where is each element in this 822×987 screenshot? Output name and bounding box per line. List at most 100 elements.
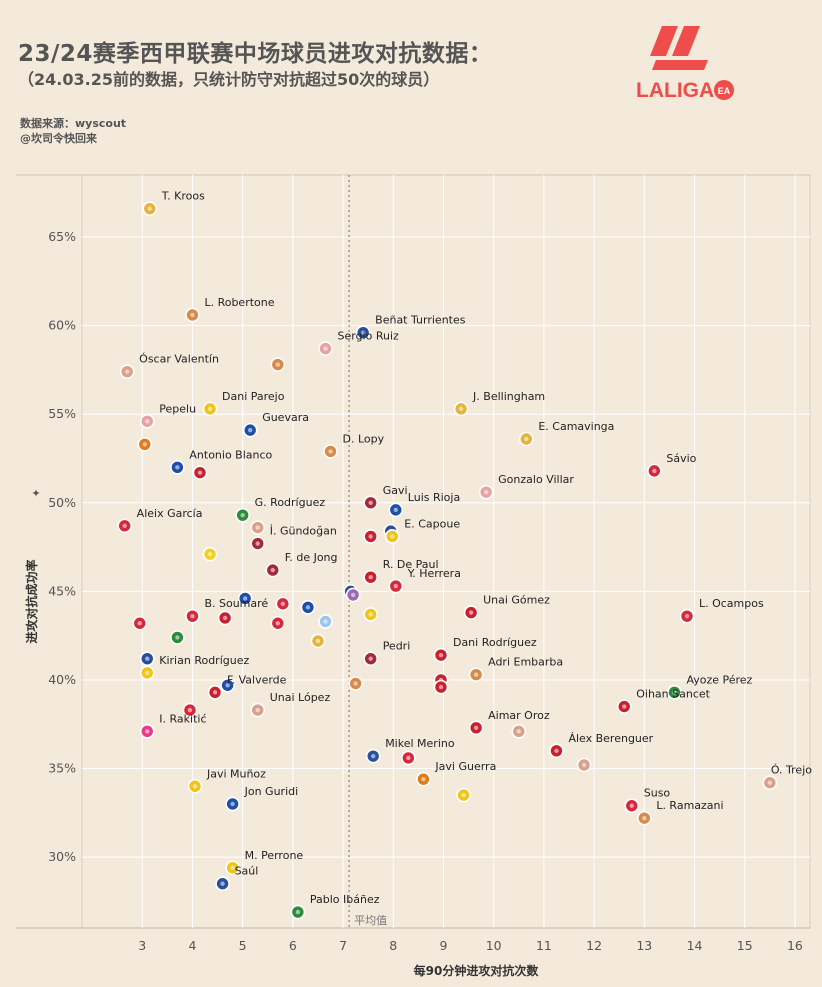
x-tick-label: 15 [737, 938, 753, 953]
average-line-group: 平均值 [348, 175, 387, 928]
data-point-crest [122, 523, 127, 529]
data-point-crest [222, 615, 228, 621]
ea-badge-text: EA [718, 86, 731, 96]
point-label: Saúl [235, 865, 259, 878]
point-label: M. Perrone [245, 849, 304, 862]
data-point-crest [438, 652, 444, 658]
data-point-crest [368, 656, 373, 661]
point-label: Pablo Ibáñez [310, 893, 380, 906]
data-point-crest [684, 613, 690, 619]
point-label: Óscar Valentín [139, 353, 219, 366]
data-point-crest [230, 865, 235, 870]
point-label: Luis Rioja [408, 491, 460, 504]
point-label: Adri Embarba [488, 656, 563, 669]
source-block: 数据来源：wyscout @坎司令快回来 [20, 116, 126, 146]
point-label: F. de Jong [285, 551, 338, 564]
point-label: Ayoze Pérez [686, 673, 752, 686]
data-point-crest [192, 784, 198, 789]
data-points [117, 201, 778, 920]
data-point-crest [305, 605, 311, 610]
x-tick-label: 10 [486, 938, 502, 953]
laliga-mark-icon [650, 26, 708, 70]
data-point-crest [207, 406, 213, 412]
data-point-crest [145, 656, 150, 661]
data-point-crest [275, 621, 281, 626]
data-point-crest [468, 610, 474, 615]
point-label: Unai López [270, 691, 331, 704]
y-tick-label: 55% [48, 406, 76, 421]
data-point-crest [190, 613, 195, 619]
point-label: L. Robertone [204, 296, 274, 309]
data-point-crest [270, 567, 275, 573]
data-point-crest [483, 489, 489, 495]
author-handle: @坎司令快回来 [20, 132, 97, 145]
data-point-crest [353, 681, 358, 686]
point-label: Mikel Merino [385, 737, 455, 750]
data-point-crest [554, 748, 559, 754]
data-point-crest [242, 596, 248, 601]
x-tick-label: 7 [339, 938, 347, 953]
data-point-crest [473, 725, 479, 730]
data-point-crest [225, 683, 230, 688]
data-point-crest [516, 729, 521, 734]
point-label: Gavi [383, 484, 408, 497]
data-source: 数据来源：wyscout [20, 117, 127, 130]
point-label: J. Bellingham [472, 390, 545, 403]
data-point-crest [368, 500, 373, 505]
x-tick-label: 16 [787, 938, 803, 953]
plot-frame [81, 174, 811, 929]
data-point-crest [393, 583, 398, 589]
data-point-crest [360, 330, 366, 335]
grid [16, 174, 811, 929]
point-label: G. Rodríguez [255, 496, 326, 509]
data-point-crest [368, 574, 373, 580]
page-subtitle: （24.03.25前的数据，只统计防守对抗超过50次的球员） [18, 70, 440, 89]
data-point-crest [197, 470, 203, 475]
y-tick-label: 50% [48, 495, 76, 510]
data-point-crest [350, 592, 356, 598]
point-label: R. De Paul [383, 558, 439, 571]
point-label: Dani Rodríguez [453, 636, 537, 649]
y-tick-label: 60% [48, 318, 76, 333]
y-tick-label: 45% [48, 583, 76, 598]
laliga-logo: LALIGA EA [636, 26, 734, 102]
y-tick-label: 35% [48, 761, 76, 776]
point-label: T. Kroos [161, 190, 205, 203]
x-axis-pin-icon: ✦ [527, 965, 536, 978]
point-label: Unai Gómez [483, 594, 550, 607]
point-label: Aimar Oroz [488, 709, 550, 722]
point-label: Pedri [383, 640, 411, 653]
y-tick-label: 40% [48, 672, 76, 687]
x-tick-label: 9 [440, 938, 448, 953]
data-point-crest [767, 780, 773, 785]
data-point-crest [137, 621, 142, 626]
data-point-crest [672, 690, 677, 695]
point-label: Sergio Ruiz [338, 330, 400, 343]
point-label: I. Rakitić [159, 712, 206, 725]
data-point-crest [240, 512, 245, 518]
x-axis-title: 每90分钟进攻对抗次数 [414, 963, 540, 978]
data-point-crest [207, 551, 213, 557]
data-point-crest [421, 776, 426, 782]
y-axis-pin-icon: ✦ [31, 487, 40, 500]
data-point-crest [145, 729, 150, 734]
point-label: İ. Gündoğan [270, 525, 337, 538]
data-point-crest [255, 541, 260, 546]
point-label: Aleix García [137, 507, 203, 520]
data-point-crest [230, 801, 235, 807]
data-point-crest [524, 436, 529, 442]
data-point-crest [124, 369, 130, 374]
data-point-crest [212, 690, 218, 695]
data-point-crest [145, 670, 150, 676]
data-point-crest [438, 684, 444, 690]
point-label: Dani Parejo [222, 390, 285, 403]
ea-badge-icon [714, 80, 734, 100]
axes: 30% 35% 40% 45% 50% 55% 60% 65% 3 4 5 6 7 8 9 10 11 12 13 1… [24, 229, 803, 978]
point-label: Javi Muñoz [206, 767, 266, 780]
data-point-crest [622, 704, 627, 709]
data-point-crest [390, 534, 395, 539]
point-label: Oihan Sancet [636, 688, 710, 701]
x-tick-label: 6 [289, 938, 297, 953]
data-point-crest [652, 468, 657, 474]
